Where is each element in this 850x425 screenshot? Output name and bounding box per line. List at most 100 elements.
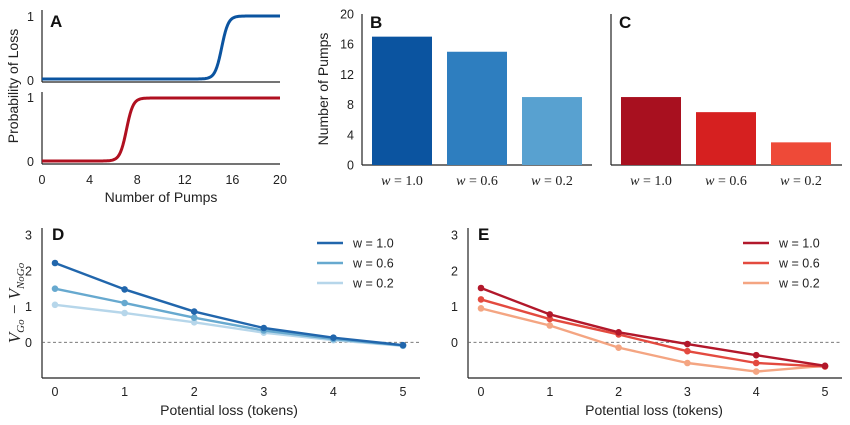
panel-d-series-point [121,299,128,307]
panel-d-series-line [54,261,404,347]
panel-d-series-point [51,285,59,293]
panel-d-legend-label: w = 0.6 [352,257,394,271]
panel-e-legend-label: w = 1.0 [778,237,820,251]
y-tick-b: 12 [340,68,354,82]
panel-e-series-point [477,284,485,292]
panel-e-series-point [684,347,691,355]
y-tick-a-bottom-1: 1 [27,91,34,105]
panel-d-series-point [260,324,268,332]
panel-d-series-point [190,314,198,321]
panel-d-x-tick: 2 [191,385,198,399]
panel-e-y-tick: 2 [451,264,458,278]
panel-d-series-point [121,286,128,293]
panel-d-series-point [121,309,128,317]
panel-e-y-tick: 3 [451,229,458,243]
panel-d-y-tick: 2 [25,264,32,278]
panel-b-category-label: w = 0.6 [456,174,498,189]
y-tick-a-top-1: 1 [27,10,34,24]
panel-e-legend-label: w = 0.2 [778,277,820,291]
x-tick-a: 12 [178,173,192,187]
panel-e-y-tick: 0 [451,336,458,350]
x-tick-a: 4 [86,173,93,187]
panel-d-x-tick: 5 [400,385,407,399]
y-tick-a-top-0: 0 [27,74,34,88]
x-axis-label-a: Number of Pumps [105,189,218,205]
y-tick-b: 8 [347,98,354,112]
panel-d-series-point [190,308,198,315]
panel-d-y-tick: 0 [25,336,32,350]
panel-e-series-point [684,340,691,348]
panel-b-category-label: w = 1.0 [381,174,423,189]
panel-d-y-tick: 3 [25,229,32,243]
panel-label-c: C [619,13,631,32]
loss-curve-low-threshold [42,96,280,163]
x-tick-a: 20 [273,173,287,187]
x-axis-label-e: Potential loss (tokens) [585,402,723,418]
panel-d-x-tick: 4 [330,385,337,399]
x-axis-label-d: Potential loss (tokens) [160,402,298,418]
panel-d-series-point [51,259,59,267]
panel-e-series-point [477,305,485,312]
panel-e-series-point [821,362,829,370]
x-tick-a: 0 [39,173,46,187]
panel-e-y-tick: 1 [451,300,458,314]
panel-label-b: B [370,13,382,32]
panel-label-e: E [478,225,489,244]
panel-d-series-point [190,318,198,326]
panel-e-x-tick: 0 [478,385,485,399]
y-axis-label-b: Number of Pumps [315,33,331,146]
x-tick-a: 16 [225,173,239,187]
panel-d: D Potential loss (tokens) VGo − VNoGo 0 1… [5,225,420,418]
panel-e-series-point [477,296,485,303]
panel-d-series-point [330,334,337,341]
panel-b: B Number of Pumps 0 4 8 12 16 20 w = 1.0 w = 0… [315,8,592,189]
panel-d-x-tick: 3 [260,385,267,399]
panel-e-series-point [615,344,622,351]
loss-curve-high-threshold [42,14,280,81]
panel-e-series-point [752,368,760,375]
y-tick-b: 4 [347,128,354,142]
panel-e-x-tick: 2 [615,385,622,399]
panel-b-bar [522,97,582,165]
panel-c: C w = 1.0 w = 0.6 w = 0.2 [610,13,842,189]
panel-d-legend-label: w = 1.0 [352,237,394,251]
panel-b-bar [372,36,432,166]
panel-d-series-point [51,301,59,309]
panel-e-series-point [546,311,554,318]
panel-e-series-point [615,328,622,336]
panel-e-x-tick: 4 [753,385,760,399]
panel-e-x-tick: 5 [822,385,829,399]
panel-e-series-point [684,359,691,367]
panel-d-legend-label: w = 0.2 [352,277,394,291]
panel-e-series-line [480,298,826,368]
panel-label-d: D [52,225,64,244]
x-tick-a: 8 [134,173,141,187]
panel-e-x-tick: 1 [546,385,553,399]
panel-d-series-line [54,287,404,347]
panel-c-bar [621,97,681,165]
panel-c-bar [696,112,756,165]
panel-b-bar [447,51,507,165]
panel-d-y-tick: 1 [25,300,32,314]
panel-e-series-line [480,286,826,368]
panel-a: A Probability of Loss Number of Pumps 1 … [5,10,287,205]
y-tick-b: 20 [340,8,354,22]
panel-e-series-point [752,351,760,359]
panel-c-category-label: w = 1.0 [630,174,672,189]
panel-d-series-point [399,341,407,349]
y-tick-a-bottom-0: 0 [27,155,34,169]
panel-c-category-label: w = 0.6 [705,174,747,189]
panel-label-a: A [50,12,62,31]
panel-e-series-line [480,307,826,373]
panel-e-series-point [752,359,760,367]
panel-d-x-tick: 1 [121,385,128,399]
panel-e-series-point [546,322,554,329]
panel-e: E Potential loss (tokens) 0 1 2 3 0 1 2 3 4 5 w =… [451,225,842,418]
panel-e-series-point [546,315,554,323]
panel-b-category-label: w = 0.2 [531,174,573,189]
y-tick-b: 0 [347,159,354,173]
panel-d-x-tick: 0 [52,385,59,399]
y-tick-b: 16 [340,38,354,52]
panel-e-legend-label: w = 0.6 [778,257,820,271]
